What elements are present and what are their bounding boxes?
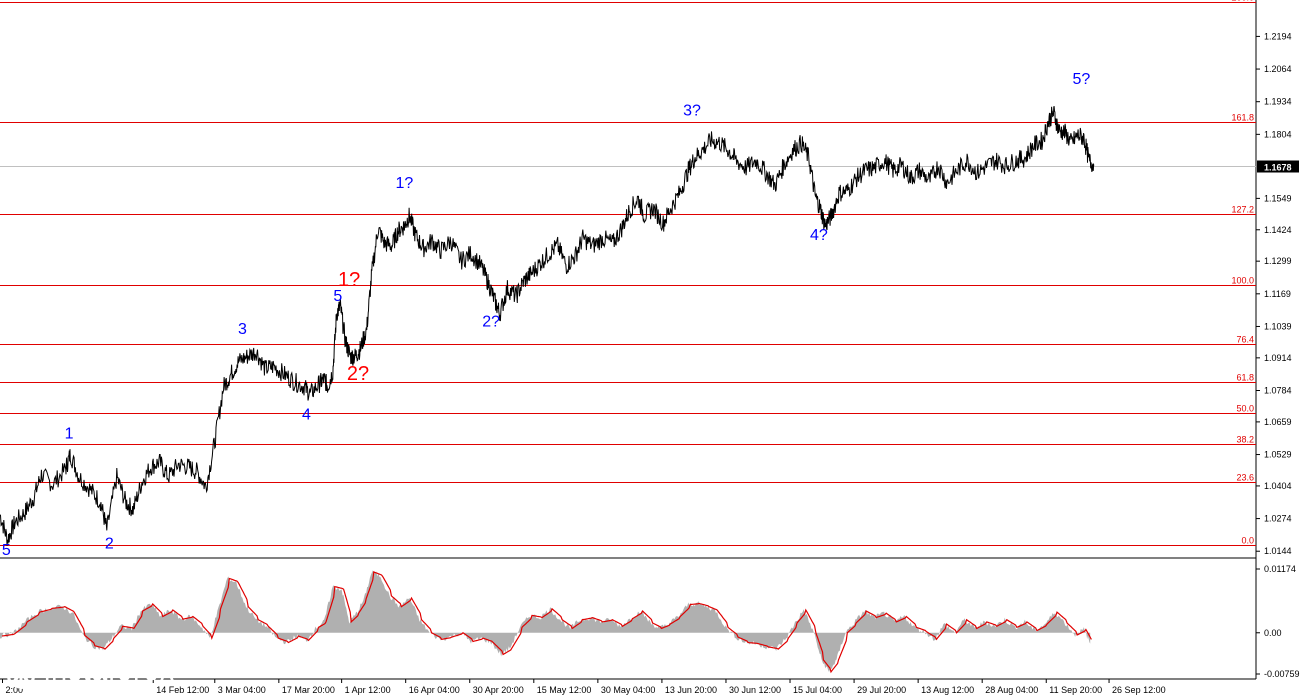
main-panel bbox=[0, 0, 1256, 557]
fib-label-9: 0.0 bbox=[1241, 536, 1254, 546]
fib-label-0: 200.0 bbox=[1231, 0, 1254, 3]
x-tick-label-16: 26 Sep 12:00 bbox=[1112, 685, 1166, 695]
price-series bbox=[0, 106, 1095, 546]
wave-label-7: 2? bbox=[347, 363, 369, 385]
y-tick-label-1: 1.2064 bbox=[1264, 64, 1292, 74]
y-tick-label-12: 1.0659 bbox=[1264, 417, 1292, 427]
fib-label-1: 161.8 bbox=[1231, 113, 1254, 123]
fib-label-4: 76.4 bbox=[1236, 335, 1254, 345]
current-price-label: 1.1678 bbox=[1264, 163, 1292, 173]
x-tick-label-5: 16 Apr 04:00 bbox=[409, 685, 460, 695]
current-price-badge bbox=[1257, 160, 1299, 173]
osc-tick-label-1: 0.00 bbox=[1264, 628, 1282, 638]
wave-label-11: 4? bbox=[810, 227, 828, 244]
x-tick-label-9: 13 Jun 20:00 bbox=[665, 685, 717, 695]
wave-label-2: 2 bbox=[105, 535, 114, 552]
x-tick-label-0: 2:00 bbox=[6, 685, 24, 695]
x-tick-label-7: 15 May 12:00 bbox=[537, 685, 592, 695]
y-tick-label-10: 1.0914 bbox=[1264, 353, 1292, 363]
x-tick-label-3: 17 Mar 20:00 bbox=[282, 685, 335, 695]
wave-label-9: 2? bbox=[482, 314, 500, 331]
x-tick-label-1: 14 Feb 12:00 bbox=[156, 685, 209, 695]
x-tick-label-10: 30 Jun 12:00 bbox=[729, 685, 781, 695]
y-tick-label-0: 1.2194 bbox=[1264, 31, 1292, 41]
wave-label-12: 5? bbox=[1073, 71, 1091, 88]
x-tick-label-14: 28 Aug 04:00 bbox=[985, 685, 1038, 695]
y-tick-label-6: 1.1424 bbox=[1264, 225, 1292, 235]
x-tick-label-4: 1 Apr 12:00 bbox=[345, 685, 391, 695]
y-tick-label-5: 1.1549 bbox=[1264, 193, 1292, 203]
instaforex-watermark: instaforex Instant Forex Trading bbox=[4, 655, 182, 697]
y-tick-label-9: 1.1039 bbox=[1264, 321, 1292, 331]
fib-label-3: 100.0 bbox=[1231, 276, 1254, 286]
fib-label-8: 23.6 bbox=[1236, 473, 1254, 483]
osc-tick-label-2: -0.00759 bbox=[1264, 669, 1300, 679]
x-tick-label-8: 30 May 04:00 bbox=[601, 685, 656, 695]
y-tick-label-15: 1.0274 bbox=[1264, 514, 1292, 524]
wave-label-1: 1 bbox=[65, 426, 74, 443]
wave-label-8: 1? bbox=[396, 175, 414, 192]
fib-label-6: 50.0 bbox=[1236, 404, 1254, 414]
osc-tick-label-0: 0.01174 bbox=[1264, 564, 1296, 574]
wave-label-5: 5 bbox=[333, 288, 342, 305]
fib-label-5: 61.8 bbox=[1236, 373, 1254, 383]
osc-histogram bbox=[0, 570, 1091, 672]
fib-label-7: 38.2 bbox=[1236, 435, 1254, 445]
fib-label-2: 127.2 bbox=[1231, 205, 1254, 215]
x-tick-label-2: 3 Mar 04:00 bbox=[218, 685, 266, 695]
osc-signal-line bbox=[1, 571, 1092, 674]
y-tick-label-2: 1.1934 bbox=[1264, 97, 1292, 107]
y-tick-label-8: 1.1169 bbox=[1264, 289, 1291, 299]
x-tick-label-12: 29 Jul 20:00 bbox=[857, 685, 906, 695]
wave-label-3: 3 bbox=[238, 321, 247, 338]
x-tick-label-15: 11 Sep 20:00 bbox=[1049, 685, 1102, 695]
x-tick-label-6: 30 Apr 20:00 bbox=[473, 685, 524, 695]
watermark-brand: instaforex bbox=[44, 655, 175, 687]
x-tick-label-13: 13 Aug 12:00 bbox=[921, 685, 974, 695]
y-tick-label-3: 1.1804 bbox=[1264, 129, 1292, 139]
wave-label-6: 1? bbox=[338, 269, 360, 291]
y-tick-label-7: 1.1299 bbox=[1264, 256, 1292, 266]
wave-label-4: 4 bbox=[302, 406, 311, 423]
wave-label-0: 5 bbox=[2, 542, 11, 559]
wave-label-10: 3? bbox=[683, 102, 701, 119]
instaforex-logo-icon bbox=[6, 659, 36, 689]
y-tick-label-11: 1.0784 bbox=[1264, 386, 1292, 396]
y-tick-label-16: 1.0144 bbox=[1264, 546, 1292, 556]
watermark-tagline: Instant Forex Trading bbox=[50, 683, 154, 695]
y-tick-label-14: 1.0404 bbox=[1264, 481, 1292, 491]
y-tick-label-13: 1.0529 bbox=[1264, 450, 1292, 460]
x-tick-label-11: 15 Jul 04:00 bbox=[793, 685, 842, 695]
